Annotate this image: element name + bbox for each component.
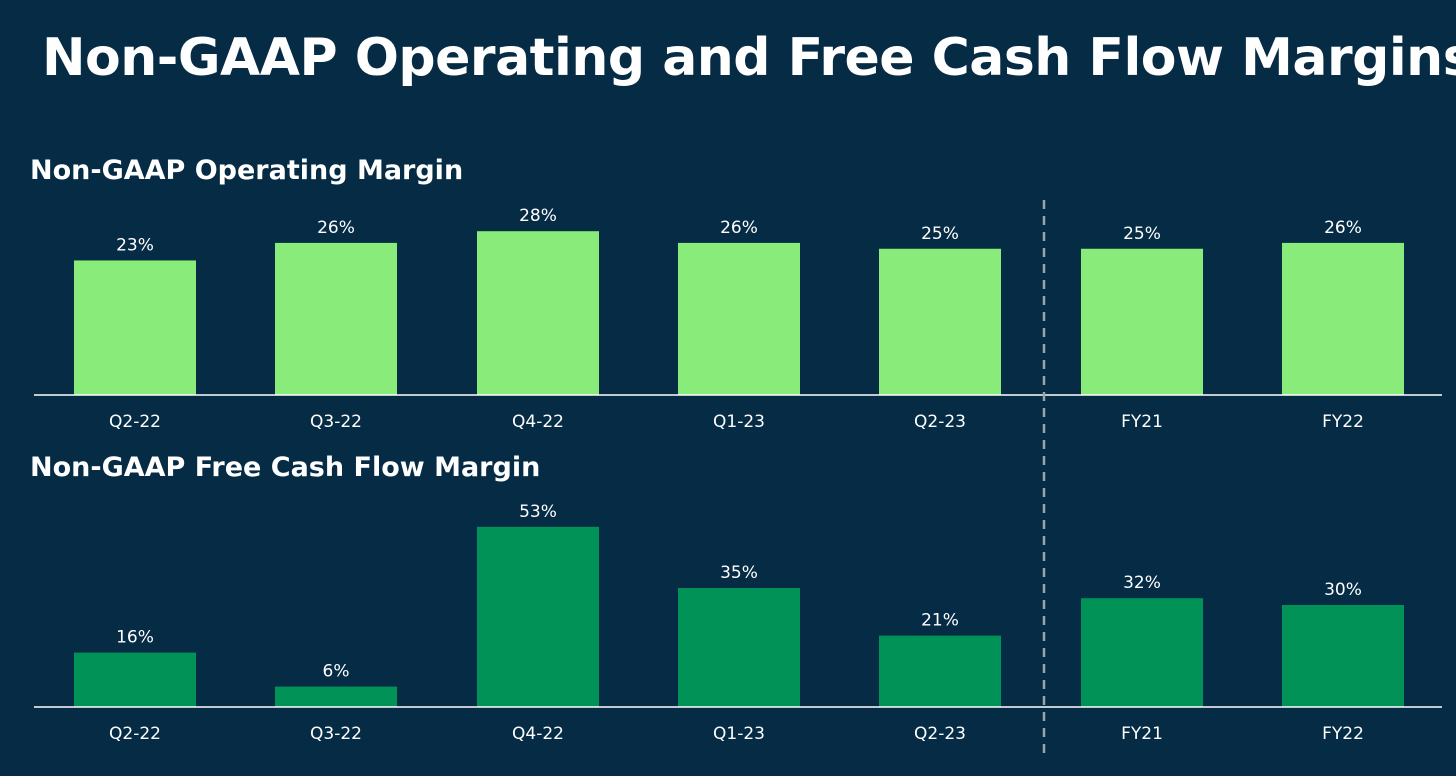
page-title: Non-GAAP Operating and Free Cash Flow Ma… — [42, 28, 1456, 88]
op-category-label: Q4-22 — [512, 412, 564, 432]
operating-margin-title: Non-GAAP Operating Margin — [30, 155, 464, 186]
fcf-bar-q2-22 — [74, 652, 196, 707]
fcf-value-label: 16% — [116, 628, 154, 648]
fcf-bar-q1-23 — [678, 588, 800, 707]
op-bar-q2-22 — [74, 260, 196, 395]
fcf-bar-q4-22 — [477, 526, 599, 707]
op-bar-q4-22 — [477, 231, 599, 395]
op-bar-q1-23 — [678, 242, 800, 395]
op-value-label: 23% — [116, 235, 154, 255]
fcf-value-label: 30% — [1324, 580, 1362, 600]
fcf-value-label: 6% — [323, 662, 350, 682]
op-category-label: Q2-23 — [914, 412, 966, 432]
fcf-value-label: 35% — [720, 563, 758, 583]
fcf-bar-fy21 — [1081, 598, 1203, 707]
op-value-label: 26% — [720, 218, 758, 238]
fcf-value-label: 53% — [519, 502, 557, 522]
op-value-label: 26% — [317, 218, 355, 238]
fcf-value-label: 21% — [921, 611, 959, 631]
fcf-value-label: 32% — [1123, 573, 1161, 593]
fcf-category-label: Q2-22 — [109, 724, 161, 744]
fcf-chart: 16% Q2-22 6% Q3-22 53% Q4-22 35% Q1-23 21% Q2-23 3… — [34, 502, 1442, 744]
fcf-bar-q3-22 — [275, 686, 397, 707]
op-value-label: 28% — [519, 206, 557, 226]
fcf-margin-title: Non-GAAP Free Cash Flow Margin — [30, 452, 541, 483]
fcf-category-label: Q3-22 — [310, 724, 362, 744]
op-category-label: FY21 — [1121, 412, 1163, 432]
fcf-bar-q2-23 — [879, 635, 1001, 707]
op-chart: 23% Q2-22 26% Q3-22 28% Q4-22 26% Q1-23 25% Q2-23… — [34, 206, 1442, 432]
fcf-category-label: Q1-23 — [713, 724, 765, 744]
op-bar-q3-22 — [275, 242, 397, 395]
fcf-category-label: Q2-23 — [914, 724, 966, 744]
op-value-label: 25% — [1123, 224, 1161, 244]
op-category-label: FY22 — [1322, 412, 1364, 432]
fcf-category-label: Q4-22 — [512, 724, 564, 744]
op-bar-fy22 — [1282, 242, 1404, 395]
op-bar-q2-23 — [879, 248, 1001, 395]
op-category-label: Q3-22 — [310, 412, 362, 432]
fcf-category-label: FY21 — [1121, 724, 1163, 744]
op-category-label: Q1-23 — [713, 412, 765, 432]
fcf-category-label: FY22 — [1322, 724, 1364, 744]
op-category-label: Q2-22 — [109, 412, 161, 432]
op-value-label: 25% — [921, 224, 959, 244]
op-value-label: 26% — [1324, 218, 1362, 238]
fcf-bar-fy22 — [1282, 605, 1404, 707]
op-bar-fy21 — [1081, 248, 1203, 395]
